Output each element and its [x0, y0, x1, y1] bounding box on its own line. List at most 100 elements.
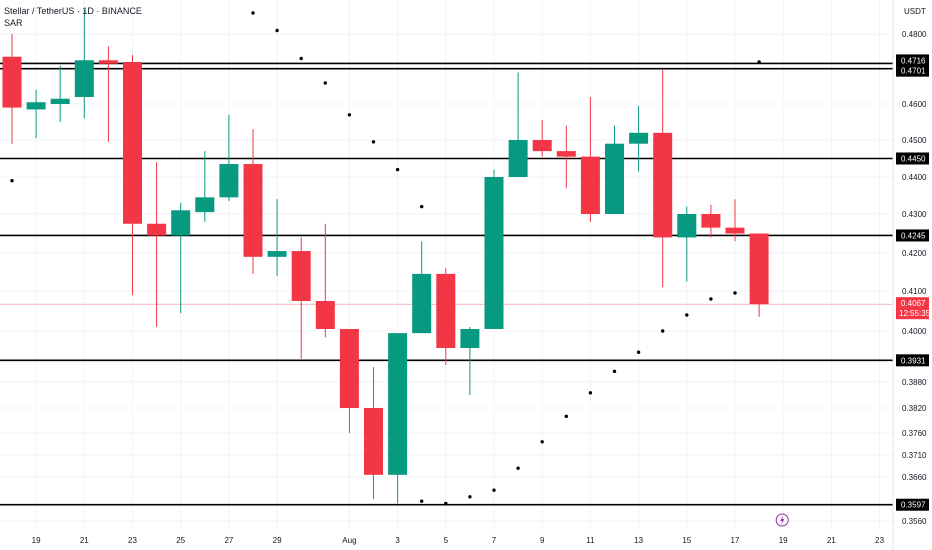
candle-body[interactable] [2, 56, 22, 108]
current-price-label-bg [896, 297, 929, 320]
event-marker-icon[interactable] [775, 513, 789, 527]
price-tick-label: 0.4000 [902, 327, 927, 336]
sar-dot [709, 297, 713, 301]
date-tick-label: 23 [875, 536, 884, 545]
sar-dot [588, 391, 593, 395]
candle-body[interactable] [701, 214, 721, 228]
current-price-label[interactable]: 0.4067 [901, 299, 926, 308]
date-tick-label: 23 [128, 536, 137, 545]
price-tick-label: 0.4200 [902, 249, 927, 258]
indicator-label[interactable]: SAR [4, 18, 23, 28]
date-tick-label: 15 [682, 536, 691, 545]
sar-dot [468, 495, 472, 499]
sar-dot [540, 440, 544, 444]
price-tick-label: 0.3820 [902, 404, 927, 413]
countdown-label: 12:55:35 [899, 309, 931, 318]
candle-body[interactable] [677, 214, 697, 238]
sar-dot [420, 499, 424, 503]
candle-body[interactable] [243, 164, 263, 257]
candle-body[interactable] [74, 60, 94, 97]
candle-body[interactable] [412, 273, 432, 334]
date-tick-label: 11 [586, 536, 595, 545]
lightning-icon [780, 515, 785, 525]
candle-body[interactable] [749, 233, 769, 305]
sar-dot [661, 329, 665, 333]
level-label-bg [896, 64, 929, 77]
level-label-bg [896, 498, 929, 511]
candle-body[interactable] [508, 140, 528, 177]
date-tick-label: 21 [827, 536, 836, 545]
date-tick-label: 21 [80, 536, 89, 545]
price-tick-label: 0.3660 [902, 473, 927, 482]
sar-dot [516, 466, 520, 470]
price-tick-label: 0.4100 [902, 287, 927, 296]
price-tick-label: 0.4500 [902, 136, 927, 145]
date-tick-label: 19 [779, 536, 788, 545]
sar-dot [371, 140, 376, 144]
candle-body[interactable] [436, 273, 456, 348]
level-label-bg [896, 229, 929, 242]
candle-body[interactable] [26, 102, 46, 110]
level-label[interactable]: 0.4450 [901, 155, 926, 164]
date-tick-label: 25 [176, 536, 185, 545]
sar-dot [757, 60, 761, 64]
date-tick-label: 3 [395, 536, 400, 545]
date-tick-label: 9 [540, 536, 545, 545]
candle-body[interactable] [556, 151, 576, 157]
candle-body[interactable] [267, 251, 287, 257]
date-tick-label: 5 [444, 536, 449, 545]
level-label[interactable]: 0.3931 [901, 356, 926, 365]
candle-body[interactable] [484, 177, 504, 329]
chart-header: Stellar / TetherUS · 1D · BINANCE SAR [4, 5, 142, 29]
candle-body[interactable] [315, 301, 335, 329]
symbol-title[interactable]: Stellar / TetherUS · 1D · BINANCE [4, 6, 142, 16]
candle-body[interactable] [339, 329, 359, 408]
date-tick-label: Aug [342, 536, 356, 545]
price-tick-label: 0.4300 [902, 210, 927, 219]
sar-dot [275, 28, 279, 33]
candle-body[interactable] [629, 132, 649, 144]
candle-body[interactable] [291, 251, 311, 301]
price-tick-label: 0.3880 [902, 378, 927, 387]
sar-dot [323, 81, 327, 85]
sar-dot [395, 167, 400, 172]
sar-dot [612, 369, 617, 374]
price-tick-label: 0.4400 [902, 173, 927, 182]
candle-body[interactable] [532, 140, 552, 152]
level-label-bg [896, 152, 929, 165]
price-tick-label: 0.3710 [902, 451, 927, 460]
level-label-bg [896, 54, 929, 67]
candle-body[interactable] [653, 132, 673, 238]
level-label[interactable]: 0.4245 [901, 231, 926, 240]
sar-dot [733, 291, 737, 295]
sar-dot [251, 11, 255, 15]
candle-body[interactable] [98, 60, 118, 64]
price-tick-label: 0.4800 [902, 30, 927, 39]
candle-body[interactable] [580, 156, 600, 214]
sar-dot [492, 488, 496, 492]
candle-body[interactable] [147, 223, 167, 236]
level-label[interactable]: 0.3597 [901, 501, 926, 510]
sar-dot [420, 204, 424, 209]
date-tick-label: 27 [224, 536, 233, 545]
candle-body[interactable] [171, 210, 191, 236]
candle-body[interactable] [460, 329, 480, 348]
candle-body[interactable] [50, 98, 70, 104]
candle-body[interactable] [195, 197, 215, 213]
candle-body[interactable] [725, 227, 745, 234]
axis-unit: USDT [904, 7, 926, 16]
candle-body[interactable] [364, 408, 383, 475]
price-tick-label: 0.3560 [902, 517, 927, 526]
level-label[interactable]: 0.4716 [901, 56, 926, 65]
price-tick-label: 0.3760 [902, 429, 927, 438]
date-tick-label: 19 [32, 536, 41, 545]
candle-body[interactable] [123, 62, 142, 224]
level-label[interactable]: 0.4701 [901, 67, 926, 76]
candle-body[interactable] [388, 333, 408, 475]
sar-dot [636, 350, 641, 354]
candle-body[interactable] [219, 164, 239, 198]
price-tick-label: 0.4600 [902, 100, 927, 109]
candle-body[interactable] [605, 143, 624, 214]
